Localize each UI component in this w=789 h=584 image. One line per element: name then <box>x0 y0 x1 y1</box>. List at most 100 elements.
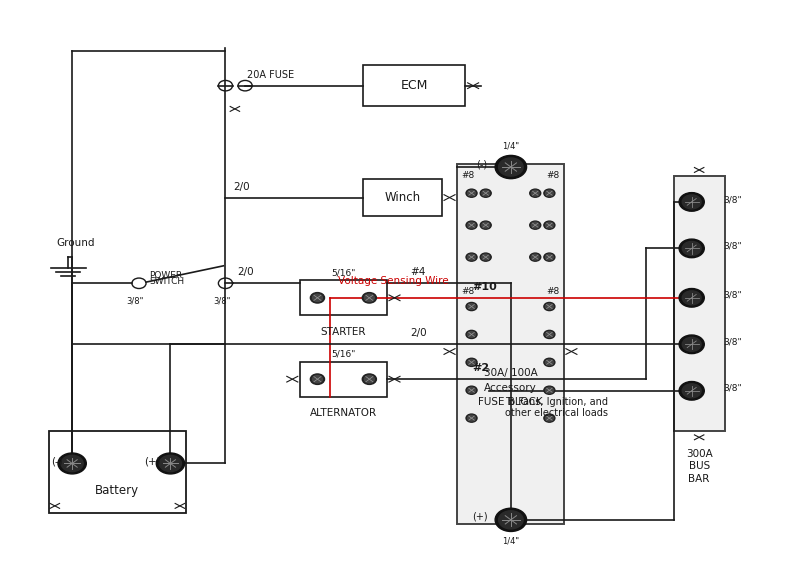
Text: ALTERNATOR: ALTERNATOR <box>310 408 377 418</box>
Text: 30A/ 100A
Accessory
FUSE BLOCK: 30A/ 100A Accessory FUSE BLOCK <box>478 368 543 408</box>
Text: (+): (+) <box>144 456 161 466</box>
Circle shape <box>312 294 323 301</box>
Circle shape <box>468 387 476 393</box>
Text: 300A
BUS
BAR: 300A BUS BAR <box>686 449 712 484</box>
Circle shape <box>679 381 705 400</box>
Circle shape <box>544 331 555 339</box>
Circle shape <box>482 223 489 228</box>
Text: 2/0: 2/0 <box>234 182 250 192</box>
Circle shape <box>310 293 324 303</box>
Circle shape <box>468 332 476 338</box>
Text: SWITCH: SWITCH <box>149 277 185 286</box>
Circle shape <box>468 415 476 421</box>
Text: 3/8": 3/8" <box>213 296 230 305</box>
Text: (+): (+) <box>472 512 488 522</box>
Circle shape <box>544 253 555 261</box>
Circle shape <box>466 189 477 197</box>
Circle shape <box>545 415 553 421</box>
Circle shape <box>468 223 476 228</box>
Circle shape <box>544 386 555 394</box>
Text: 20A FUSE: 20A FUSE <box>248 70 294 80</box>
Bar <box>300 361 387 397</box>
Text: STARTER: STARTER <box>320 327 366 337</box>
Circle shape <box>682 384 701 398</box>
Circle shape <box>531 254 539 260</box>
Circle shape <box>466 303 477 311</box>
Circle shape <box>365 376 374 383</box>
Circle shape <box>682 241 701 255</box>
Text: #10: #10 <box>472 282 497 292</box>
Text: #2: #2 <box>473 363 489 373</box>
Circle shape <box>495 508 526 531</box>
Text: 3/8": 3/8" <box>724 242 742 251</box>
Circle shape <box>544 221 555 230</box>
Circle shape <box>544 189 555 197</box>
Text: Voltage Sensing Wire: Voltage Sensing Wire <box>338 276 449 286</box>
Circle shape <box>679 193 705 211</box>
Circle shape <box>679 288 705 307</box>
Circle shape <box>545 360 553 365</box>
Text: 2/0: 2/0 <box>409 328 426 339</box>
Circle shape <box>545 387 553 393</box>
Text: 3/8": 3/8" <box>724 338 742 346</box>
Circle shape <box>544 303 555 311</box>
Text: 1/4": 1/4" <box>503 536 519 545</box>
Text: #8: #8 <box>461 172 474 180</box>
Text: 5/16": 5/16" <box>331 350 356 359</box>
Circle shape <box>365 294 374 301</box>
Text: 3/8": 3/8" <box>724 291 742 300</box>
Circle shape <box>529 253 540 261</box>
Text: #8: #8 <box>461 287 474 296</box>
Circle shape <box>531 190 539 196</box>
Circle shape <box>545 254 553 260</box>
Circle shape <box>159 456 181 472</box>
Circle shape <box>362 374 376 384</box>
Text: (-): (-) <box>51 456 62 466</box>
Bar <box>458 164 563 524</box>
Circle shape <box>482 190 489 196</box>
Circle shape <box>61 456 83 472</box>
Text: Battery: Battery <box>95 484 140 498</box>
Text: 3/8": 3/8" <box>126 296 144 305</box>
Circle shape <box>679 335 705 353</box>
Circle shape <box>679 239 705 258</box>
Circle shape <box>310 374 324 384</box>
Circle shape <box>466 386 477 394</box>
Circle shape <box>481 221 492 230</box>
Circle shape <box>545 190 553 196</box>
Bar <box>49 432 186 513</box>
Circle shape <box>682 338 701 352</box>
Circle shape <box>468 360 476 365</box>
Circle shape <box>481 253 492 261</box>
Text: #8: #8 <box>547 287 560 296</box>
Text: To Fans, Ignition, and
other electrical loads: To Fans, Ignition, and other electrical … <box>505 397 608 418</box>
Text: 1/4": 1/4" <box>503 142 519 151</box>
Circle shape <box>499 158 523 176</box>
Bar <box>300 280 387 315</box>
Circle shape <box>466 253 477 261</box>
Circle shape <box>466 331 477 339</box>
Circle shape <box>682 291 701 305</box>
Bar <box>674 176 725 432</box>
Bar <box>363 65 466 106</box>
Text: 3/8": 3/8" <box>724 195 742 204</box>
Circle shape <box>544 358 555 366</box>
Circle shape <box>499 511 523 529</box>
Text: POWER: POWER <box>149 272 182 280</box>
Circle shape <box>482 254 489 260</box>
Bar <box>363 179 442 217</box>
Circle shape <box>312 376 323 383</box>
Text: #8: #8 <box>547 172 560 180</box>
Circle shape <box>544 414 555 422</box>
Text: (-): (-) <box>476 159 488 169</box>
Text: #4: #4 <box>410 267 425 277</box>
Circle shape <box>529 221 540 230</box>
Circle shape <box>468 304 476 310</box>
Text: ECM: ECM <box>401 79 428 92</box>
Text: 5/16": 5/16" <box>331 269 356 277</box>
Text: Winch: Winch <box>384 191 421 204</box>
Circle shape <box>466 358 477 366</box>
Circle shape <box>545 304 553 310</box>
Circle shape <box>156 453 185 474</box>
Circle shape <box>58 453 86 474</box>
